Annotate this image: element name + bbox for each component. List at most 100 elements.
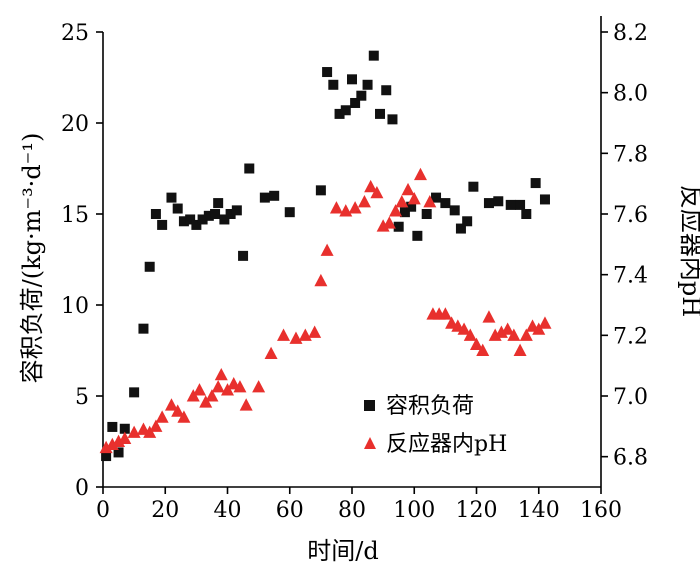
- data-point-ph: [501, 322, 515, 335]
- data-point-loading-rate: [150, 209, 161, 219]
- series-loading-rate: [101, 50, 550, 462]
- x-tick-label: 20: [151, 498, 179, 523]
- data-point-ph: [401, 182, 415, 196]
- data-point-loading-rate: [530, 178, 541, 189]
- data-point-loading-rate: [269, 190, 280, 201]
- data-point-ph: [252, 380, 266, 393]
- data-point-ph: [364, 179, 378, 193]
- data-point-ph: [264, 346, 278, 360]
- y-right-tick-label: 6.8: [613, 446, 648, 471]
- data-point-loading-rate: [107, 421, 118, 432]
- data-point-ph: [320, 243, 334, 256]
- data-point-loading-rate: [347, 74, 357, 85]
- data-point-ph: [308, 325, 322, 338]
- data-point-loading-rate: [185, 214, 196, 225]
- data-point-loading-rate: [449, 205, 460, 216]
- data-point-loading-rate: [191, 219, 202, 230]
- data-point-loading-rate: [284, 207, 295, 218]
- data-point-loading-rate: [515, 199, 526, 210]
- series-ph: [99, 167, 552, 454]
- data-point-loading-rate: [144, 261, 155, 272]
- data-point-loading-rate: [505, 199, 516, 210]
- y-left-tick-label: 10: [61, 294, 89, 319]
- data-point-loading-rate: [412, 230, 423, 241]
- y-right-tick-label: 7.2: [613, 324, 648, 349]
- data-point-loading-rate: [225, 209, 236, 219]
- data-point-ph: [382, 216, 396, 229]
- data-point-ph: [348, 201, 362, 214]
- data-point-loading-rate: [468, 181, 479, 192]
- data-point-loading-rate: [399, 207, 410, 218]
- data-point-loading-rate: [129, 387, 140, 398]
- data-point-loading-rate: [101, 451, 112, 462]
- data-point-ph: [155, 410, 169, 423]
- data-point-ph: [171, 404, 185, 417]
- data-point-loading-rate: [387, 114, 398, 125]
- data-point-ph: [482, 310, 496, 323]
- data-point-loading-rate: [244, 163, 255, 174]
- data-point-loading-rate: [455, 223, 466, 234]
- y-axis-left-title: 容积负荷/(kg·m⁻³·d⁻¹): [18, 133, 46, 384]
- data-point-ph: [314, 273, 328, 287]
- data-point-loading-rate: [197, 214, 208, 225]
- y-right-tick-label: 7.4: [613, 264, 648, 289]
- ticks: 0 20 40 60 80 100 120 140 160 0 5 10 15 20 25 6.8 7.0 7.2…: [61, 21, 648, 523]
- data-point-loading-rate: [138, 323, 149, 334]
- data-point-loading-rate: [259, 192, 270, 203]
- data-point-ph: [395, 195, 409, 208]
- data-point-loading-rate: [203, 210, 214, 221]
- data-point-ph: [519, 328, 533, 341]
- data-point-loading-rate: [113, 447, 124, 458]
- x-tick-label: 80: [338, 498, 366, 523]
- data-point-ph: [214, 367, 228, 381]
- data-point-loading-rate: [315, 185, 326, 196]
- data-point-ph: [329, 201, 343, 214]
- data-point-loading-rate: [340, 105, 351, 116]
- data-point-ph: [211, 380, 225, 393]
- data-point-ph: [177, 410, 191, 423]
- data-point-loading-rate: [119, 423, 130, 434]
- data-point-loading-rate: [362, 79, 373, 90]
- data-point-ph: [370, 185, 384, 199]
- data-point-ph: [118, 431, 132, 444]
- y-left-tick-label: 5: [75, 385, 89, 410]
- data-point-ph: [413, 167, 427, 181]
- data-point-loading-rate: [328, 79, 339, 90]
- data-point-ph: [438, 307, 452, 320]
- x-tick-label: 100: [393, 498, 435, 523]
- data-point-loading-rate: [238, 250, 249, 261]
- data-point-loading-rate: [375, 108, 386, 119]
- data-point-ph: [507, 328, 521, 341]
- data-point-ph: [149, 419, 163, 432]
- data-point-ph: [470, 337, 483, 350]
- legend-label-ph: 反应器内pH: [386, 432, 507, 457]
- y-left-tick-label: 0: [75, 476, 89, 501]
- x-axis-title: 时间/d: [307, 537, 378, 565]
- x-tick-label: 160: [580, 498, 622, 523]
- data-point-loading-rate: [539, 194, 550, 205]
- data-point-ph: [423, 195, 437, 208]
- y-right-tick-label: 7.6: [613, 203, 648, 228]
- y-left-tick-label: 15: [61, 203, 89, 228]
- data-point-loading-rate: [483, 198, 494, 209]
- data-point-ph: [513, 343, 527, 357]
- data-point-loading-rate: [157, 219, 168, 230]
- data-point-loading-rate: [393, 221, 404, 232]
- data-point-loading-rate: [356, 90, 367, 101]
- data-point-loading-rate: [406, 201, 417, 212]
- data-point-loading-rate: [172, 203, 183, 214]
- data-point-loading-rate: [210, 209, 221, 219]
- y-left-tick-label: 25: [61, 21, 89, 46]
- data-point-loading-rate: [350, 97, 361, 108]
- x-tick-label: 0: [96, 498, 110, 523]
- data-point-ph: [205, 389, 219, 402]
- y-right-tick-label: 8.0: [613, 82, 648, 107]
- data-point-ph: [476, 343, 490, 357]
- data-point-loading-rate: [178, 216, 189, 227]
- data-point-ph: [192, 383, 206, 396]
- data-point-loading-rate: [462, 216, 473, 227]
- data-point-ph: [463, 328, 477, 341]
- data-point-loading-rate: [381, 85, 392, 96]
- data-point-loading-rate: [440, 198, 451, 209]
